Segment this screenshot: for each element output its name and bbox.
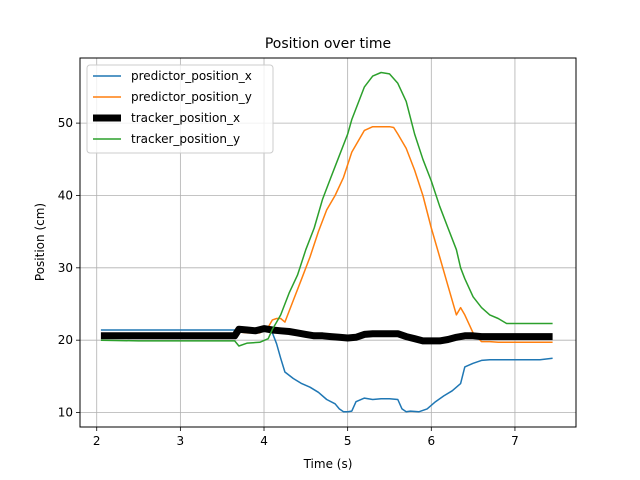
- chart-title: Position over time: [265, 36, 391, 52]
- y-axis-label: Position (cm): [33, 203, 47, 281]
- y-tick-label: 10: [58, 406, 73, 420]
- plot-frame: [79, 57, 577, 428]
- plot-lines: [100, 71, 553, 413]
- x-tick-label: 5: [344, 434, 352, 448]
- legend-label: tracker_position_y: [131, 132, 240, 146]
- x-tick-label: 4: [260, 434, 268, 448]
- y-tick-label: 40: [58, 188, 73, 202]
- legend-label: predictor_position_y: [131, 90, 252, 104]
- axis-ticks: 2 3 4 5 6 7 10 20 30 40 50: [58, 116, 519, 448]
- y-tick-label: 30: [58, 261, 73, 275]
- x-tick-label: 3: [177, 434, 185, 448]
- x-axis-label: Time (s): [303, 457, 353, 471]
- legend-box: [86, 64, 274, 154]
- series-line-tracker-position-y: [100, 71, 553, 347]
- legend: predictor_position_x predictor_position_y…: [86, 64, 274, 154]
- x-tick-label: 7: [511, 434, 519, 448]
- series-line-tracker-position-x: [100, 325, 553, 345]
- y-tick-label: 50: [58, 116, 73, 130]
- series-line-predictor-position-y: [234, 125, 553, 344]
- legend-label: predictor_position_x: [131, 69, 252, 83]
- y-tick-label: 20: [58, 333, 73, 347]
- legend-label: tracker_position_x: [131, 111, 240, 125]
- x-tick-label: 2: [93, 434, 101, 448]
- x-tick-label: 6: [427, 434, 435, 448]
